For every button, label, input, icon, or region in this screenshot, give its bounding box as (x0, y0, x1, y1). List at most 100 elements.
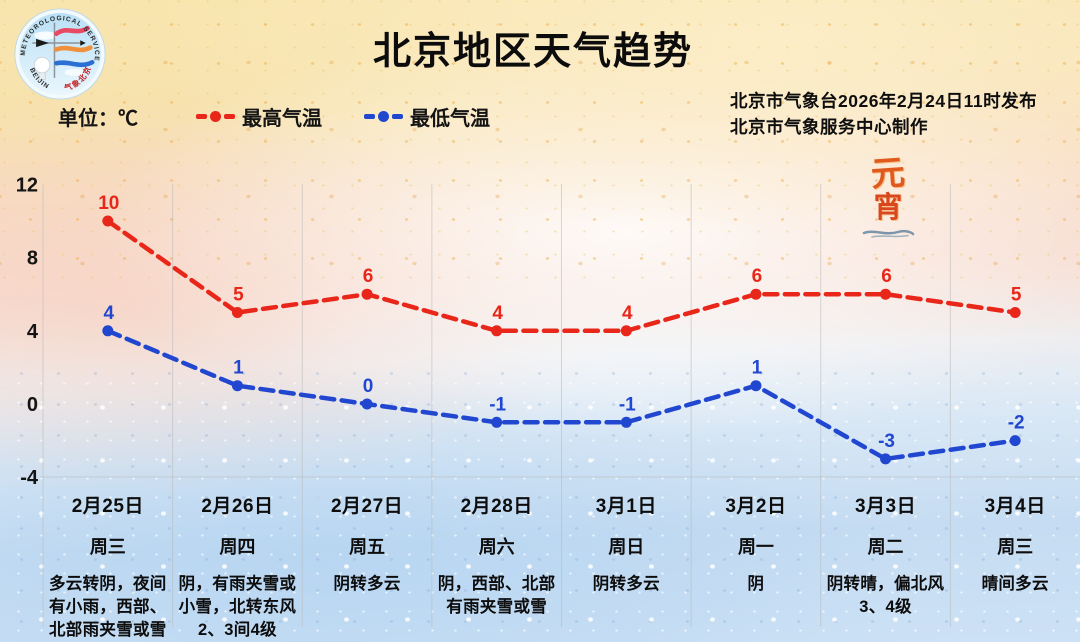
weather-description-line: 阴，西部、北部 (437, 575, 556, 593)
data-point-value-label: 6 (752, 266, 763, 287)
weather-description: 阴 (691, 573, 821, 596)
weather-description-line: 小雪，北转东风 (178, 598, 297, 616)
issue-info: 北京市气象台2026年2月24日11时发布 北京市气象服务中心制作 (730, 88, 1037, 140)
speckle-texture-bottom (0, 372, 1080, 642)
data-point (102, 325, 114, 337)
data-point-value-label: 6 (363, 266, 374, 287)
data-point-value-label: 4 (622, 303, 633, 324)
data-point (880, 453, 892, 465)
day-column: 3月3日周二阴转晴，偏北风 3、4级 (821, 491, 951, 619)
data-point-value-label: 10 (98, 193, 119, 214)
logo-cloud (34, 31, 57, 40)
weather-description-line: 多云转阴，夜间 (49, 575, 167, 593)
page-title: 北京地区天气趋势 (372, 31, 693, 73)
weather-description-line: 晴间多云 (981, 575, 1049, 593)
data-point (620, 325, 632, 337)
day-column: 3月2日周一阴 (691, 491, 821, 596)
legend-item-max-temp: 最高气温 (196, 102, 322, 131)
lantern-festival-mark: 元 宵 (858, 155, 918, 245)
weather-description-line: 阴转多云 (592, 575, 660, 593)
logo-cloud (64, 68, 85, 77)
weather-description-line: 阴 (747, 575, 765, 593)
issue-line-1: 北京市气象台2026年2月24日11时发布 (730, 91, 1038, 111)
data-point (750, 380, 762, 392)
data-point-value-label: 1 (233, 358, 244, 379)
date-label: 2月26日 (201, 496, 274, 517)
data-point (231, 380, 243, 392)
max-temp-line-swatch-icon (196, 110, 235, 122)
vane-arrow-icon (36, 38, 49, 48)
data-point-value-label: -1 (619, 394, 636, 415)
day-column: 2月27日 周五 阴转多云 (302, 491, 432, 596)
data-point-value-label: 5 (1011, 285, 1022, 306)
temp-line-最低气温 (105, 328, 1018, 462)
weekday-label: 周六 (478, 537, 515, 557)
date-label: 2月25日 (71, 496, 144, 517)
weekday-label: 周四 (219, 537, 256, 557)
day-column: 3月1日周日阴转多云 (562, 491, 692, 596)
weather-description-line: 阴转多云 (333, 575, 401, 593)
weekday-label: 周日 (608, 537, 645, 557)
weekday-label: 周三 (89, 537, 126, 557)
y-axis-tick-label: 12 (16, 174, 38, 196)
weather-description-line: 有雨夹雪或雪 (446, 598, 548, 616)
day-column: 2月28日周六阴，西部、北部 有雨夹雪或雪 (432, 491, 562, 619)
date-label: 3月4日 (984, 496, 1046, 517)
data-point (102, 215, 114, 227)
weekday-label: 周五 (349, 537, 386, 557)
data-point (361, 288, 373, 300)
vane-arrowhead-icon (80, 40, 86, 46)
weather-description: 晴间多云 (950, 573, 1080, 596)
weekday-label: 周三 (997, 537, 1034, 557)
weekday-label: 周一 (737, 537, 774, 557)
data-point-value-label: -1 (489, 394, 506, 415)
data-point-value-label: 5 (233, 285, 244, 306)
date-label: 3月2日 (725, 496, 787, 517)
speckle-texture-top (0, 0, 1080, 296)
data-point-value-label: 4 (492, 303, 503, 324)
unit-label: 单位：℃ (58, 107, 138, 130)
data-point (1009, 307, 1021, 318)
weather-description-line: 阴转晴，偏北风 (826, 575, 945, 593)
date-label: 3月1日 (595, 496, 657, 517)
weather-description: 阴转多云 (562, 573, 692, 596)
issue-line-2: 北京市气象服务中心制作 (730, 117, 928, 137)
data-point (361, 398, 373, 410)
data-point-value-label: -3 (878, 431, 895, 452)
radar-dome-icon (33, 56, 51, 74)
festival-char-2: 宵 (873, 192, 903, 224)
data-point (1009, 435, 1021, 447)
min-temp-line-swatch-icon (364, 110, 403, 122)
weather-description-line: 阴，有雨夹雪或 (178, 575, 297, 593)
legend-label-min-temp: 最低气温 (410, 107, 490, 130)
data-point-value-label: 0 (363, 376, 374, 397)
ink-wash-boat-icon (862, 229, 915, 238)
y-axis-tick-label: -4 (20, 467, 39, 489)
y-axis-tick-label: 4 (27, 321, 39, 343)
date-label: 3月3日 (854, 496, 917, 517)
weather-description: 阴转多云 (302, 573, 432, 596)
data-point-value-label: 4 (104, 303, 115, 324)
legend: 单位：℃ 最高气温 最低气温 (58, 102, 532, 130)
data-point (491, 325, 503, 337)
data-point (750, 288, 762, 300)
day-column: 2月26日周四阴，有雨夹雪或 小雪，北转东风 2、3间4级 (173, 491, 303, 642)
weather-description: 阴，有雨夹雪或 小雪，北转东风 2、3间4级 (173, 573, 303, 642)
date-label: 2月28日 (460, 496, 533, 517)
weather-description-line: 2、3间4级 (198, 621, 277, 639)
legend-item-min-temp: 最低气温 (364, 102, 490, 131)
data-point-value-label: 6 (881, 266, 892, 287)
streamer-red (54, 25, 90, 37)
y-axis-tick-label: 0 (27, 394, 38, 416)
data-point-value-label: 1 (752, 358, 763, 379)
data-point (231, 307, 243, 318)
weather-description-line: 有小雨，西部、 (49, 598, 167, 616)
weather-description: 阴，西部、北部 有雨夹雪或雪 (432, 573, 562, 619)
data-point (491, 416, 503, 428)
weather-description: 阴转晴，偏北风 3、4级 (821, 573, 951, 619)
weekday-label: 周二 (867, 537, 904, 557)
data-point (880, 288, 892, 300)
streamer-orange (54, 45, 93, 53)
data-point-value-label: -2 (1008, 413, 1025, 434)
